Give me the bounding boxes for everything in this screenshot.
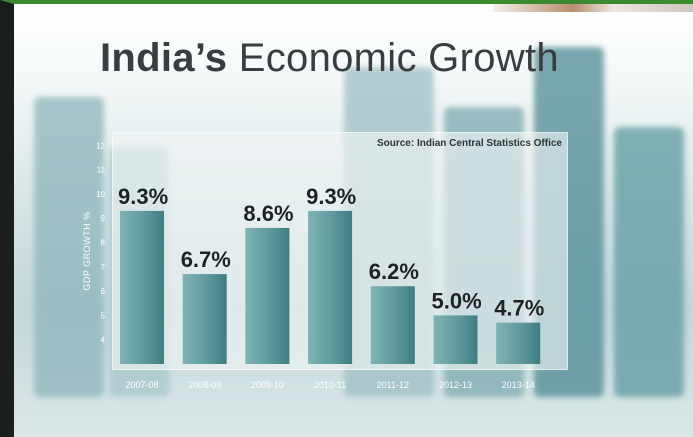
bar-2012-13 [433,315,478,364]
value-label-2011-12: 6.2% [369,259,419,284]
bar-2011-12 [370,286,415,364]
value-label-2008-09: 6.7% [181,247,231,272]
value-label-2012-13: 5.0% [432,288,482,313]
x-tick-2013-14: 2013-14 [502,380,535,390]
chart-title-bold: India’s [100,36,228,80]
value-label-2013-14: 4.7% [494,296,544,321]
y-tick-5: 5 [101,311,106,320]
y-tick-11: 11 [97,166,106,175]
bar-2009-10 [245,227,290,364]
x-tick-2010-11: 2010-11 [314,380,346,390]
x-tick-2012-13: 2012-13 [439,380,472,390]
value-label-2010-11: 9.3% [306,184,356,209]
top-photo-strip [493,4,693,12]
y-tick-6: 6 [101,287,106,296]
x-tick-2007-08: 2007-08 [125,380,158,390]
bar-2013-14 [496,322,541,364]
x-tick-2009-10: 2009-10 [251,380,284,390]
x-tick-2011-12: 2011-12 [377,380,409,390]
bar-2008-09 [182,274,227,364]
bar-2010-11 [308,210,353,364]
source-note: Source: Indian Central Statistics Office [376,138,562,149]
y-tick-7: 7 [101,263,106,272]
x-tick-2008-09: 2008-09 [188,380,221,390]
chart-title: India’s Economic Growth [100,36,559,81]
value-label-2009-10: 8.6% [243,201,293,226]
y-tick-4: 4 [101,336,106,345]
y-tick-12: 12 [96,141,105,150]
y-tick-9: 9 [101,214,106,223]
value-label-2007-08: 9.3% [118,184,168,209]
chart-title-rest: Economic Growth [227,36,559,80]
bar-2007-08 [120,210,164,364]
y-tick-10: 10 [96,190,105,199]
y-tick-8: 8 [101,239,106,248]
